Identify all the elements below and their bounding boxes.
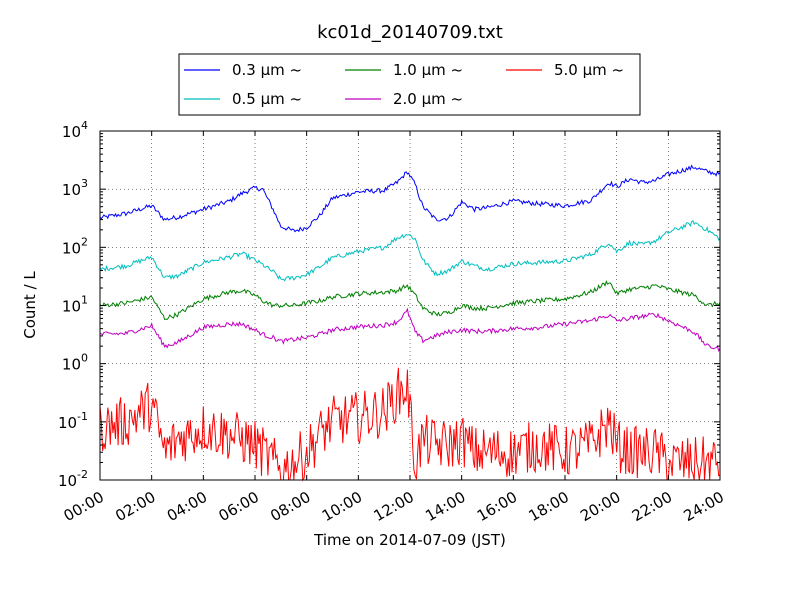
grid (100, 131, 720, 480)
x-tick-label: 20:00 (577, 488, 623, 525)
series-line-4 (99, 307, 721, 353)
y-tick-label: 10-2 (58, 468, 88, 490)
series-line-5 (99, 367, 721, 482)
x-tick-label: 16:00 (474, 488, 520, 525)
x-tick-label: 06:00 (216, 488, 262, 525)
x-axis-label: Time on 2014-07-09 (JST) (313, 531, 506, 549)
series-line-1 (99, 164, 721, 233)
legend-label: 0.5 μm ~ (232, 90, 302, 108)
x-tick-label: 14:00 (422, 488, 468, 525)
y-axis-label: Count / L (21, 271, 39, 339)
legend-label: 1.0 μm ~ (393, 61, 463, 79)
x-tick-label: 18:00 (526, 488, 572, 525)
legend: 0.3 μm ~ 0.5 μm ~ 1.0 μm ~ 2.0 μm ~ 5.0 μm ~ (178, 53, 641, 116)
series-lines (99, 164, 721, 482)
x-tick-label: 22:00 (629, 488, 675, 525)
x-tick-label: 02:00 (112, 488, 158, 525)
x-tick-label: 04:00 (164, 488, 210, 525)
y-tick-label: 103 (62, 177, 88, 199)
x-tick-label: 10:00 (319, 488, 365, 525)
series-line-2 (99, 219, 721, 282)
x-tick-label: 00:00 (61, 488, 107, 525)
x-tick-label: 08:00 (267, 488, 313, 525)
y-tick-label: 104 (62, 119, 88, 141)
x-tick-label: 24:00 (681, 488, 727, 525)
x-tick-label: 12:00 (371, 488, 417, 525)
legend-label: 5.0 μm ~ (554, 61, 624, 79)
y-tick-label: 102 (62, 235, 88, 257)
y-tick-label: 10-1 (58, 410, 88, 432)
series-line-3 (99, 280, 721, 321)
chart-title: kc01d_20140709.txt (317, 22, 503, 43)
y-tick-label: 100 (62, 352, 88, 374)
legend-label: 2.0 μm ~ (393, 90, 463, 108)
legend-label: 0.3 μm ~ (232, 61, 302, 79)
legend-box (178, 53, 641, 116)
y-tick-label: 101 (62, 294, 88, 316)
